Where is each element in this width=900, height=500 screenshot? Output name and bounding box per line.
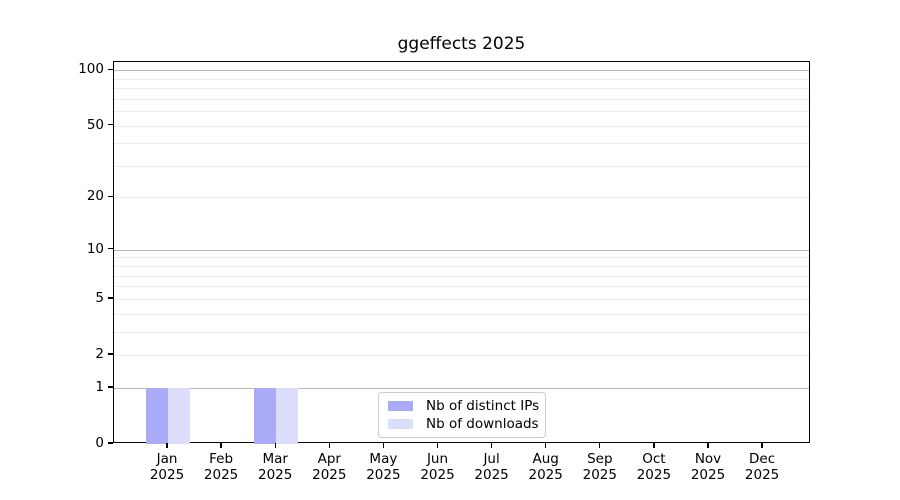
bar-downloads-mar — [276, 387, 299, 444]
legend-swatch-distinct-ips — [388, 401, 413, 411]
minor-gridline — [114, 98, 809, 100]
legend-label-downloads: Nb of downloads — [426, 415, 539, 432]
bar-distinct-ips-mar — [254, 387, 277, 444]
x-tick-mark — [653, 443, 655, 448]
x-tick-label: Jul 2025 — [474, 451, 509, 483]
x-tick-label: Oct 2025 — [636, 451, 672, 483]
y-tick-label: 1 — [95, 378, 104, 395]
x-tick-label: Feb 2025 — [203, 451, 239, 483]
major-gridline — [114, 387, 809, 389]
x-tick-label: Apr 2025 — [312, 451, 347, 483]
legend-row-distinct-ips: Nb of distinct IPs — [388, 397, 540, 414]
x-tick-label: Jun 2025 — [420, 451, 455, 483]
minor-gridline — [114, 78, 809, 80]
x-tick-label: Dec 2025 — [744, 451, 780, 483]
y-tick-mark — [108, 386, 113, 388]
bar-distinct-ips-jan — [146, 387, 168, 444]
x-tick-mark — [220, 443, 222, 448]
x-tick-label: May 2025 — [366, 451, 401, 483]
minor-gridline — [114, 257, 809, 259]
minor-gridline — [114, 275, 809, 277]
y-tick-label: 2 — [95, 346, 104, 362]
y-tick-label: 10 — [86, 240, 104, 257]
minor-gridline — [114, 298, 809, 300]
y-tick-mark — [108, 195, 113, 198]
minor-gridline — [114, 331, 809, 333]
legend-box: Nb of distinct IPs Nb of downloads — [378, 392, 546, 438]
y-tick-label: 20 — [86, 188, 104, 205]
x-tick-mark — [328, 443, 330, 448]
minor-gridline — [114, 313, 809, 315]
minor-gridline — [114, 143, 809, 145]
x-tick-label: Mar 2025 — [258, 451, 293, 483]
x-tick-mark — [166, 443, 168, 448]
x-tick-mark — [490, 443, 493, 448]
y-tick-mark — [108, 68, 113, 70]
y-tick-mark — [108, 353, 113, 355]
major-gridline — [114, 70, 809, 72]
x-tick-mark — [707, 443, 709, 448]
y-tick-label: 50 — [86, 116, 104, 133]
legend-swatch-downloads — [388, 419, 413, 429]
x-tick-mark — [382, 443, 385, 448]
x-tick-label: Jan 2025 — [149, 451, 185, 483]
minor-gridline — [114, 197, 809, 199]
x-tick-mark — [599, 443, 601, 448]
x-tick-label: Aug 2025 — [528, 451, 563, 483]
minor-gridline — [114, 165, 809, 167]
x-tick-mark — [545, 443, 547, 448]
minor-gridline — [114, 266, 809, 268]
y-tick-mark — [108, 123, 113, 126]
minor-gridline — [114, 355, 809, 356]
y-tick-label: 100 — [78, 61, 104, 78]
x-tick-label: Nov 2025 — [690, 451, 726, 483]
y-tick-mark — [108, 442, 113, 444]
bar-downloads-jan — [168, 387, 190, 444]
plot-area — [113, 61, 810, 444]
legend-label-distinct-ips: Nb of distinct IPs — [426, 397, 540, 414]
y-tick-mark — [108, 297, 113, 299]
y-tick-label: 5 — [95, 289, 104, 306]
x-tick-mark — [436, 443, 439, 448]
x-tick-mark — [274, 443, 276, 448]
minor-gridline — [114, 125, 809, 127]
legend-row-downloads: Nb of downloads — [388, 415, 539, 432]
major-gridline — [114, 249, 809, 251]
minor-gridline — [114, 111, 809, 113]
minor-gridline — [114, 88, 809, 90]
x-tick-mark — [761, 443, 763, 448]
chart-title: ggeffects 2025 — [397, 34, 526, 54]
y-tick-label: 0 — [95, 435, 104, 451]
x-tick-label: Sep 2025 — [582, 451, 617, 483]
y-tick-mark — [108, 248, 113, 250]
minor-gridline — [114, 286, 809, 288]
